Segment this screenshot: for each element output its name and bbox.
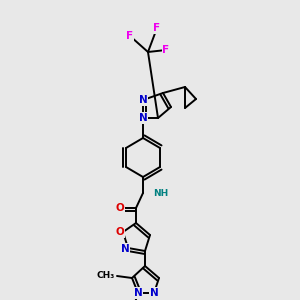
Text: N: N xyxy=(139,95,147,105)
Text: N: N xyxy=(139,113,147,123)
Text: N: N xyxy=(121,244,129,254)
Text: O: O xyxy=(116,227,124,237)
Text: N: N xyxy=(150,288,158,298)
Text: F: F xyxy=(162,45,169,55)
Text: F: F xyxy=(126,31,134,41)
Text: O: O xyxy=(116,203,124,213)
Text: F: F xyxy=(153,23,161,33)
Text: CH₃: CH₃ xyxy=(97,272,115,280)
Text: NH: NH xyxy=(153,188,168,197)
Text: N: N xyxy=(134,288,142,298)
